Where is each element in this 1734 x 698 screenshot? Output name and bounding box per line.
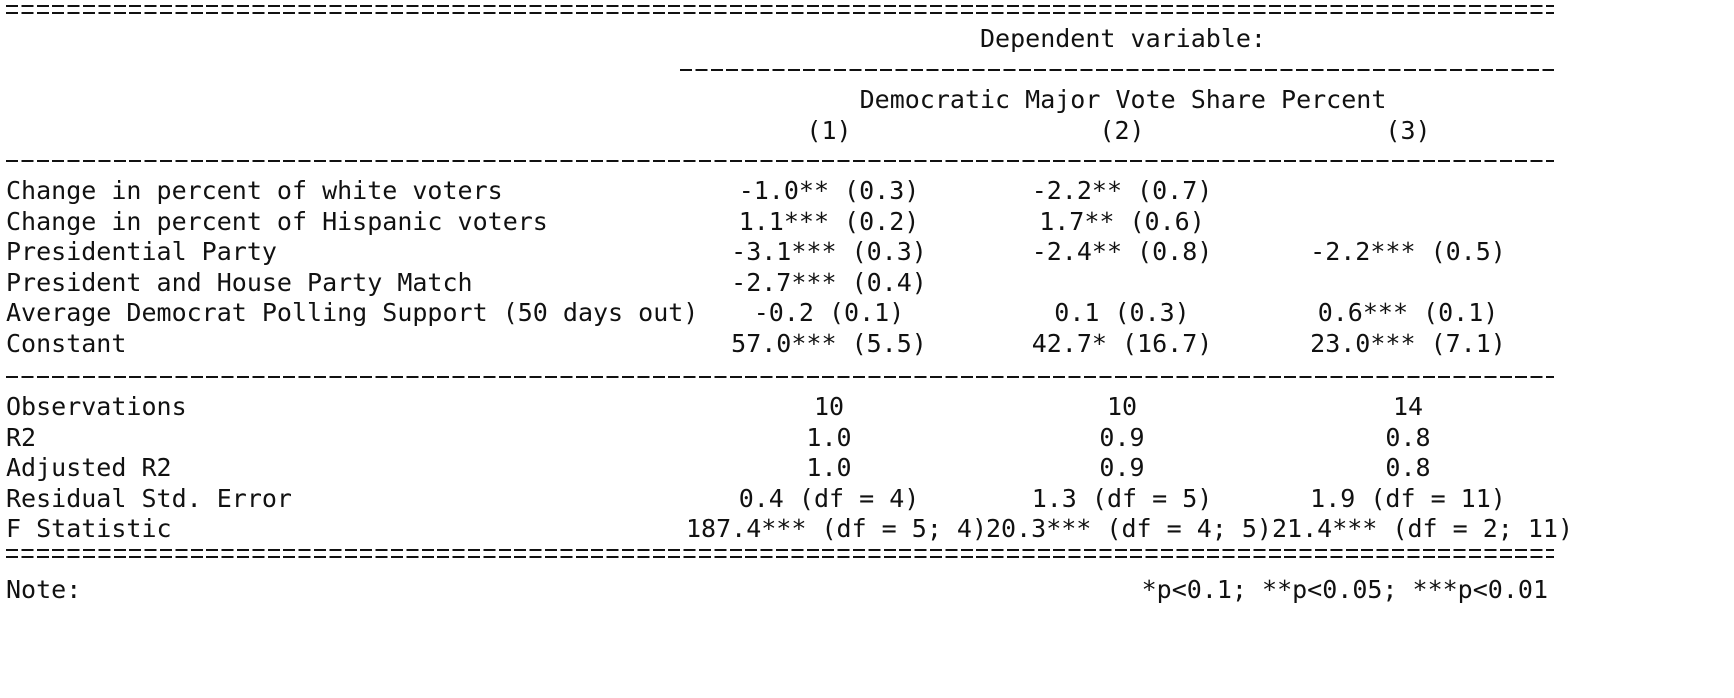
cell-col-2: 0.9 [1099, 422, 1145, 452]
cell-col-2: -2.4** (0.8) [1031, 237, 1213, 267]
cell-col-1: -1.0** (0.3) [738, 176, 920, 205]
row-label: Presidential Party [6, 237, 277, 267]
cell-col-2: 10 [1106, 392, 1138, 421]
note-label: Note: [6, 575, 82, 604]
coefficients-block: Change in percent of white voters -1.0**… [6, 176, 1728, 360]
cell-col-2: 1.3 (df = 5) [1031, 483, 1213, 513]
cell-col-3: 21.4*** (df = 2; 11) [1272, 514, 1574, 544]
coefficients-top-rule [6, 160, 1554, 162]
header-dashed-rule [680, 69, 1554, 71]
cell-col-1: -3.1*** (0.3) [731, 237, 927, 267]
column-number-row: (1) (2) (3) [6, 116, 1728, 147]
table-body: Dependent variable: [6, 0, 1728, 55]
row-label: Average Democrat Polling Support (50 day… [6, 298, 699, 328]
table-row: President and House Party Match -2.7*** … [6, 268, 1728, 299]
cell-col-1: -0.2 (0.1) [753, 298, 905, 328]
table-row: Observations 10 10 14 [6, 392, 1728, 423]
cell-col-2: 0.1 (0.3) [1054, 298, 1190, 328]
row-label: F Statistic [6, 514, 172, 544]
column-header-2: (2) [1099, 115, 1145, 145]
cell-col-2: -2.2** (0.7) [1031, 176, 1213, 205]
cell-col-3: 23.0*** (7.1) [1310, 328, 1506, 358]
row-label: Residual Std. Error [6, 483, 292, 513]
column-header-3: (3) [1385, 115, 1431, 145]
column-header-1: (1) [806, 115, 852, 145]
cell-col-3: 14 [1392, 392, 1424, 421]
statistics-top-rule [6, 376, 1554, 378]
table-row: F Statistic 187.4*** (df = 5; 4) 20.3***… [6, 514, 1728, 545]
cell-col-2: 1.7** (0.6) [1039, 206, 1205, 236]
cell-col-1: 187.4*** (df = 5; 4) [686, 514, 988, 544]
dependent-variable-label: Dependent variable: [980, 24, 1266, 53]
table-row: R2 1.0 0.9 0.8 [6, 423, 1728, 454]
table-row: Average Democrat Polling Support (50 day… [6, 298, 1728, 329]
cell-col-3: 1.9 (df = 11) [1310, 483, 1506, 513]
cell-col-3: -2.2*** (0.5) [1310, 237, 1506, 267]
dependent-variable-name: Democratic Major Vote Share Percent [859, 85, 1387, 114]
cell-col-3: 0.8 [1385, 453, 1431, 483]
cell-col-1: 1.0 [806, 453, 852, 483]
cell-col-1: -2.7*** (0.4) [731, 267, 927, 297]
cell-col-3: 0.6*** (0.1) [1317, 298, 1499, 328]
note-block: Note: *p<0.1; **p<0.05; ***p<0.01 [6, 575, 1728, 606]
row-label: Constant [6, 328, 127, 358]
dependent-variable-row: Dependent variable: [6, 24, 1728, 55]
row-label: Adjusted R2 [6, 453, 172, 483]
table-row: Residual Std. Error 0.4 (df = 4) 1.3 (df… [6, 484, 1728, 515]
table-row: Change in percent of Hispanic voters 1.1… [6, 207, 1728, 238]
cell-col-1: 10 [813, 392, 845, 421]
row-label: R2 [6, 422, 37, 452]
row-label: Change in percent of white voters [6, 176, 503, 205]
cell-col-2: 0.9 [1099, 453, 1145, 483]
note-row: Note: *p<0.1; **p<0.05; ***p<0.01 [6, 575, 1554, 606]
cell-col-1: 57.0*** (5.5) [731, 328, 927, 358]
cell-col-2: 42.7* (16.7) [1031, 328, 1213, 358]
header-block: Democratic Major Vote Share Percent (1) … [6, 85, 1728, 146]
dependent-variable-name-row: Democratic Major Vote Share Percent [6, 85, 1728, 116]
cell-col-3: 0.8 [1385, 422, 1431, 452]
table-row: Adjusted R2 1.0 0.9 0.8 [6, 453, 1728, 484]
row-label: Observations [6, 392, 187, 421]
cell-col-2: 20.3*** (df = 4; 5) [986, 514, 1272, 544]
bottom-double-rule [6, 549, 1554, 558]
cell-col-1: 0.4 (df = 4) [738, 483, 920, 513]
table-row: Change in percent of white voters -1.0**… [6, 176, 1728, 207]
cell-col-1: 1.1*** (0.2) [738, 206, 920, 236]
table-row: Constant 57.0*** (5.5) 42.7* (16.7) 23.0… [6, 329, 1728, 360]
row-label: President and House Party Match [6, 267, 473, 297]
cell-col-1: 1.0 [806, 422, 852, 452]
statistics-block: Observations 10 10 14 R2 1.0 0.9 0.8 Adj… [6, 392, 1728, 545]
table-row: Presidential Party -3.1*** (0.3) -2.4** … [6, 237, 1728, 268]
top-double-rule [6, 5, 1554, 14]
row-label: Change in percent of Hispanic voters [6, 206, 548, 236]
significance-note: *p<0.1; **p<0.05; ***p<0.01 [1141, 575, 1548, 604]
